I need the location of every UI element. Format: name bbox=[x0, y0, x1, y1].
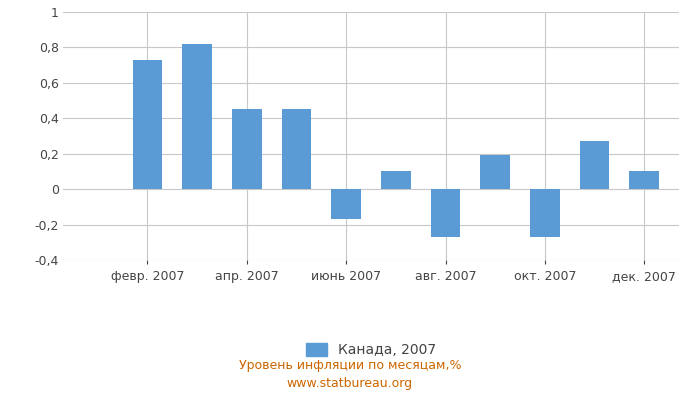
Legend: Канада, 2007: Канада, 2007 bbox=[306, 343, 436, 357]
Bar bbox=[281, 110, 312, 189]
Text: www.statbureau.org: www.statbureau.org bbox=[287, 377, 413, 390]
Bar bbox=[530, 189, 560, 237]
Bar bbox=[381, 172, 411, 189]
Bar bbox=[132, 60, 162, 189]
Bar bbox=[430, 189, 461, 237]
Bar bbox=[331, 189, 361, 219]
Text: Уровень инфляции по месяцам,%: Уровень инфляции по месяцам,% bbox=[239, 360, 461, 372]
Bar bbox=[580, 141, 610, 189]
Bar bbox=[182, 44, 212, 189]
Bar bbox=[629, 172, 659, 189]
Bar bbox=[480, 156, 510, 189]
Bar bbox=[232, 110, 262, 189]
